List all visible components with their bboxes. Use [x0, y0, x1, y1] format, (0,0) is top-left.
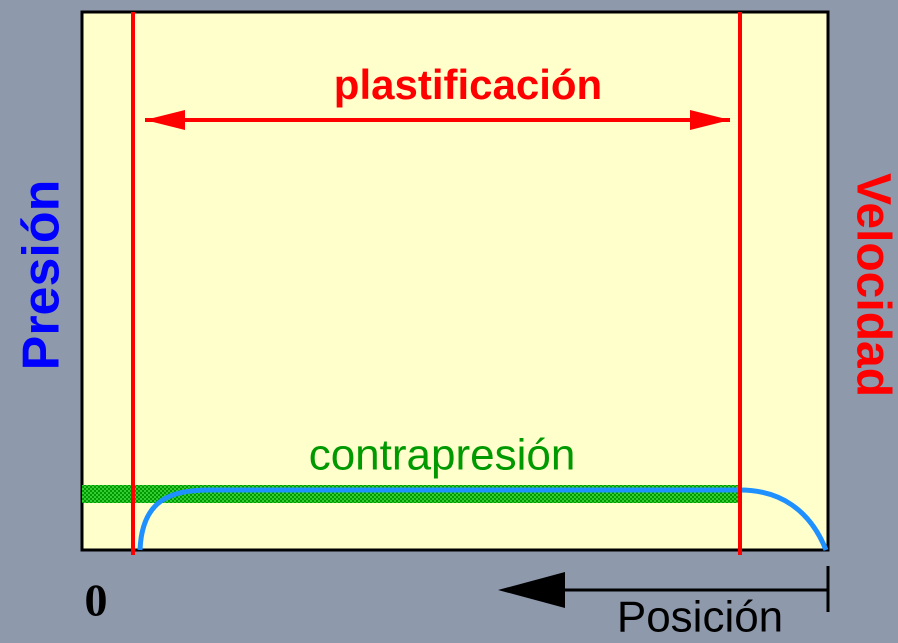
- plot-panel: [80, 10, 830, 552]
- pressure-curve: [137, 487, 829, 551]
- position-label: Posición: [617, 593, 783, 642]
- arrowhead: [145, 110, 185, 130]
- plastification-label: plastificación: [334, 61, 602, 108]
- origin-label: 0: [85, 575, 108, 626]
- position-arrowhead: [498, 572, 565, 608]
- backpressure-label: contrapresión: [309, 431, 576, 480]
- pressure-label: Presión: [13, 180, 71, 371]
- arrowhead: [690, 110, 730, 130]
- speed-label: Velocidad: [846, 173, 898, 397]
